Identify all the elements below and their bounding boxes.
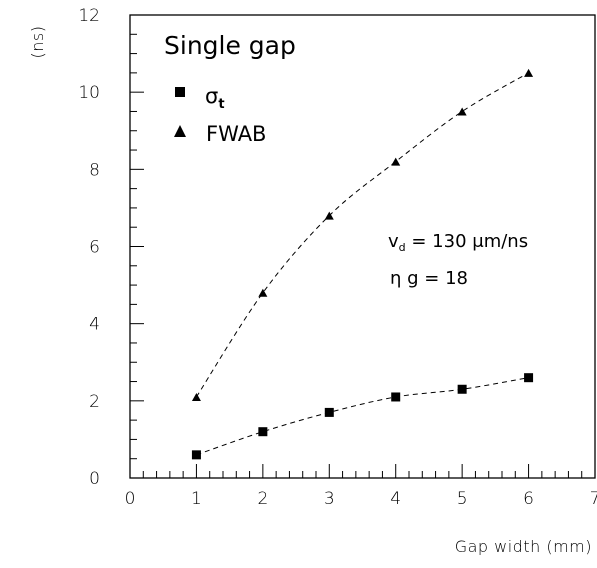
data-point-triangle [324, 211, 334, 220]
legend-sigma-sub: t [218, 97, 224, 112]
data-point-triangle [391, 157, 401, 166]
x-tick-label: 7 [590, 489, 597, 509]
annotation-eta-g: η g = 18 [390, 268, 468, 289]
legend-label-sigma: σt [205, 84, 225, 112]
x-tick-label: 4 [390, 489, 401, 509]
y-tick-label: 10 [78, 83, 100, 103]
data-point-square [324, 407, 334, 417]
data-point-triangle [258, 288, 268, 297]
x-tick-label: 5 [457, 489, 468, 509]
x-tick-label: 3 [324, 489, 335, 509]
y-axis-label: (ns) [28, 26, 47, 59]
data-point-square [457, 384, 467, 394]
y-tick-label: 8 [89, 160, 100, 180]
series-lines [196, 72, 529, 456]
data-point-square [391, 392, 401, 402]
x-tick-label: 0 [125, 489, 136, 509]
data-point-triangle [191, 392, 201, 401]
y-tick-label: 2 [89, 392, 100, 412]
y-tick-label: 0 [89, 469, 100, 489]
data-point-triangle [457, 107, 467, 116]
x-tick-label: 2 [257, 489, 268, 509]
legend-sigma-main: σ [205, 84, 218, 108]
chart-title: Single gap [164, 31, 296, 60]
series-line-sigma [196, 377, 529, 456]
annotations: vd = 130 μm/ns η g = 18 [388, 231, 528, 289]
x-axis-label: Gap width (mm) [455, 537, 592, 556]
legend: Single gap σt FWAB [164, 31, 296, 146]
y-tick-label: 12 [78, 6, 100, 26]
y-tick-label: 4 [89, 315, 100, 335]
y-tick-label: 6 [89, 238, 100, 258]
data-point-square [258, 427, 268, 437]
annotation-drift-velocity: vd = 130 μm/ns [388, 231, 528, 254]
legend-label-fwab: FWAB [206, 122, 266, 146]
data-point-square [524, 373, 534, 383]
data-point-square [191, 450, 201, 460]
series-line-fwab [196, 72, 529, 398]
legend-triangle-marker [174, 125, 186, 137]
data-markers [191, 68, 534, 460]
tick-marks [129, 14, 596, 479]
legend-square-marker [175, 87, 185, 97]
data-point-triangle [524, 68, 534, 77]
x-tick-label: 1 [191, 489, 202, 509]
x-tick-label: 6 [523, 489, 534, 509]
